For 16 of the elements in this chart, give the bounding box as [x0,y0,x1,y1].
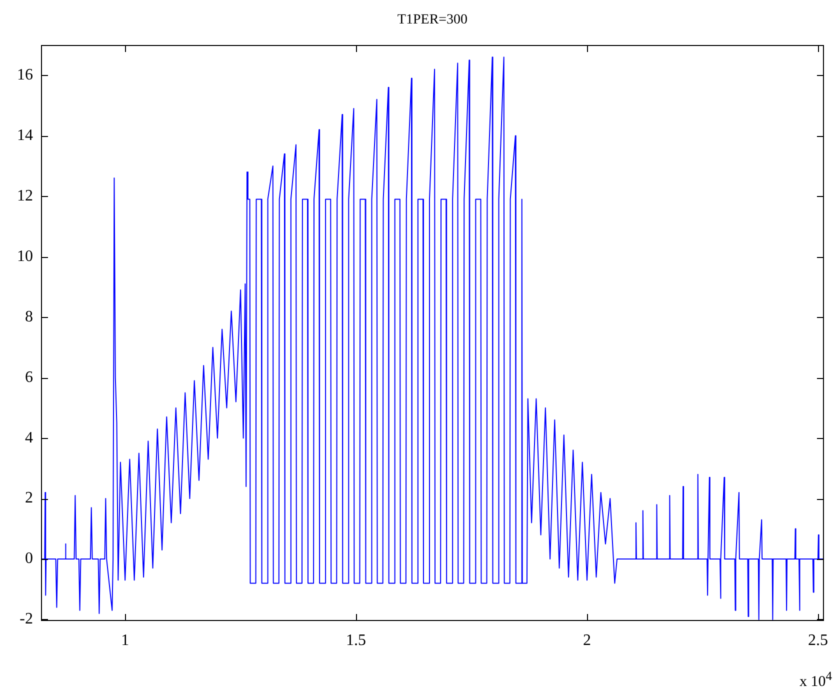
y-tick-label: 0 [25,550,33,568]
chart-title: T1PER=300 [397,12,468,28]
y-tick-label: 14 [17,126,33,144]
text: x 10$^{4}$ [800,669,832,691]
y-tick-label: 10 [17,248,33,265]
y-tick-label: 16 [17,66,33,84]
y-tick-label: -2 [20,610,33,628]
y-tick-label: 2 [25,490,33,507]
y-tick-label: 8 [25,308,33,326]
y-tick-label: 6 [25,368,33,386]
x-tick-label: 2 [583,632,592,649]
x-tick-label: 1 [121,632,130,649]
y-tick-label: 12 [17,187,33,204]
y-tick-label: 4 [25,429,33,446]
x-tick-label: 1.5 [346,632,366,649]
x-tick-label: 2.5 [808,632,828,649]
